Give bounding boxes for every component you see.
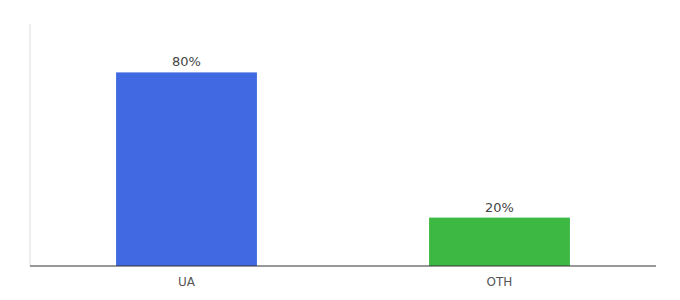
y-axis-line (30, 24, 31, 266)
bar (429, 218, 570, 266)
bars (116, 72, 570, 266)
x-axis-line (30, 266, 656, 267)
chart-svg: 80% 20% UA OTH (0, 0, 680, 300)
chart-container: 80% 20% UA OTH (0, 0, 680, 300)
x-tick-label: OTH (487, 275, 513, 289)
data-label: 80% (172, 54, 201, 69)
x-tick-label: UA (178, 275, 196, 289)
data-label: 20% (485, 200, 514, 215)
bar (116, 72, 257, 266)
